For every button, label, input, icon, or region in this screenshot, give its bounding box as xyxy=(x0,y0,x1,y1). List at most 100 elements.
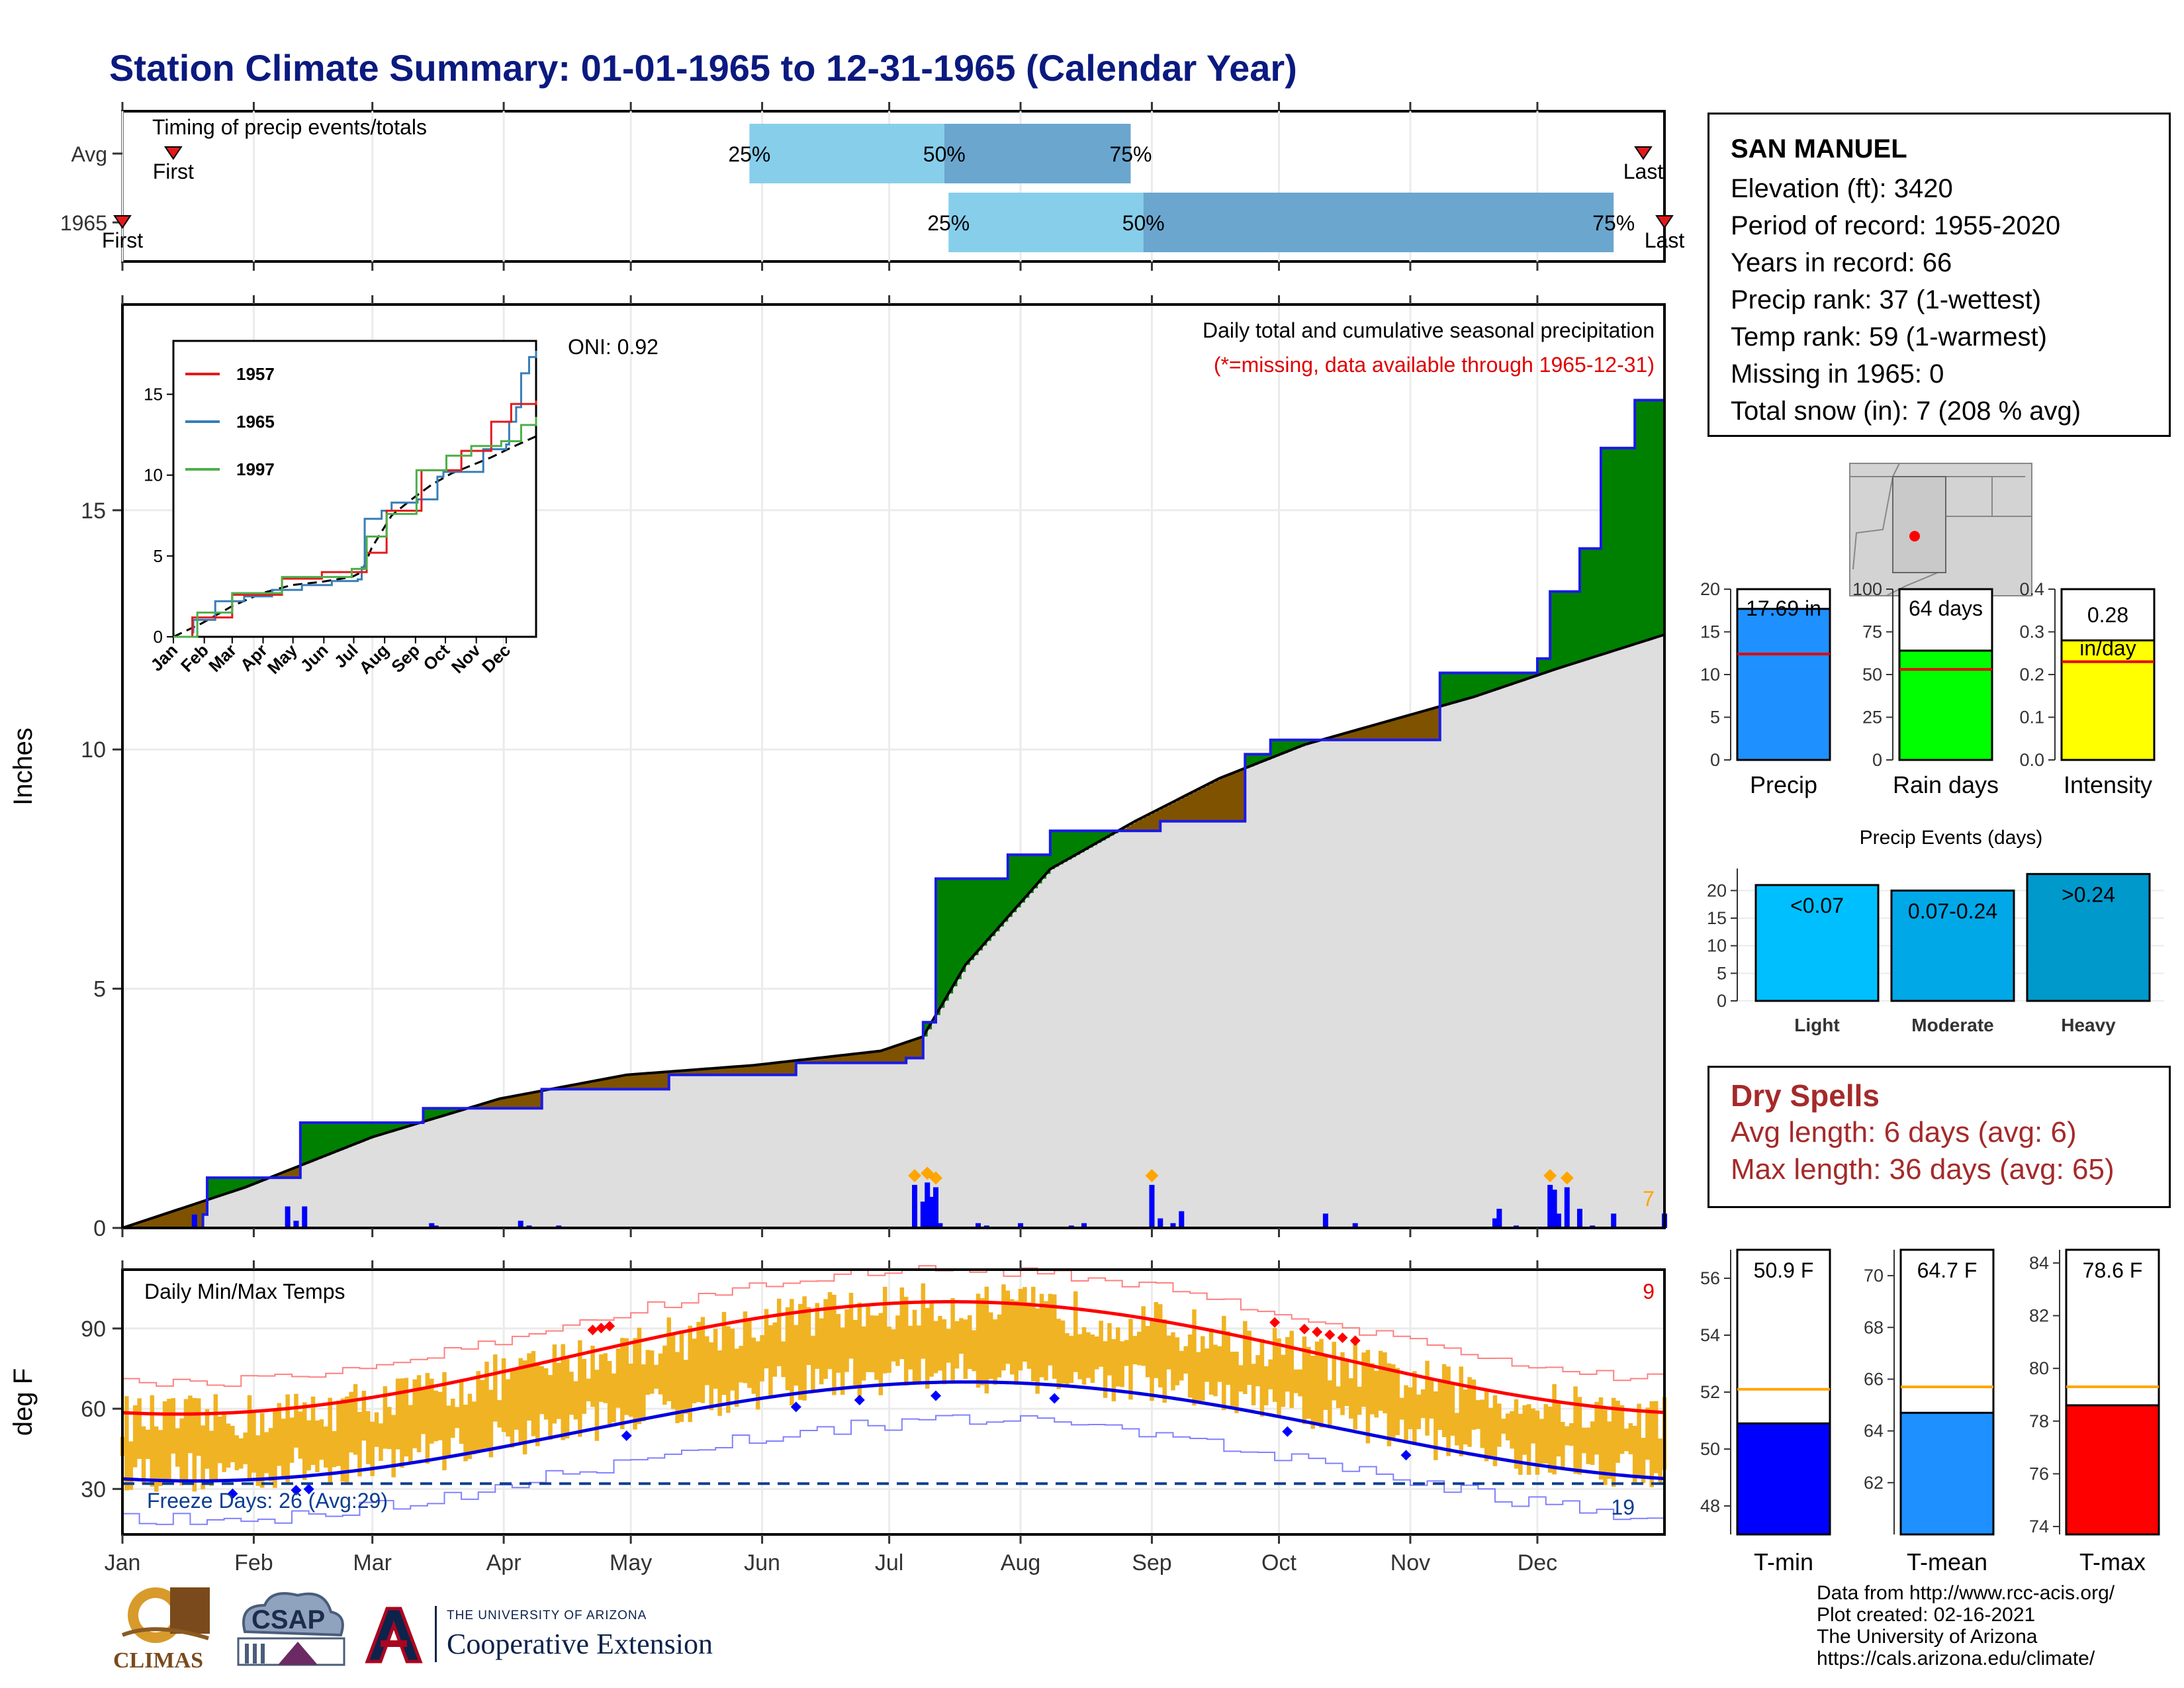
timing-marker-label: Last xyxy=(1645,228,1685,252)
heavy-precip-marker xyxy=(1560,1171,1574,1185)
record-low-marker xyxy=(1049,1393,1060,1404)
temp-bar-tick-label: 54 xyxy=(1700,1325,1720,1345)
record-high-marker xyxy=(1269,1317,1281,1328)
credit-line: The University of Arizona xyxy=(1817,1626,2038,1648)
quantile-label: 25% xyxy=(927,211,970,235)
inset-y-tick-label: 5 xyxy=(154,546,163,566)
daily-precip-bar xyxy=(191,1214,197,1228)
temp-bar-tick-label: 80 xyxy=(2029,1358,2049,1378)
ua-line1: THE UNIVERSITY OF ARIZONA xyxy=(447,1609,647,1622)
temp-bar-tick-label: 82 xyxy=(2029,1306,2049,1326)
daily-precip-bar xyxy=(920,1201,926,1228)
quantile-label: 75% xyxy=(1109,142,1152,166)
temp-bar-tick-label: 74 xyxy=(2029,1517,2049,1536)
climas-logo-graphic xyxy=(121,1587,210,1643)
daily-precip-bar xyxy=(1158,1218,1163,1228)
dry-spells-box: Dry Spells Avg length: 6 days (avg: 6) M… xyxy=(1707,1066,2171,1208)
inset-y-tick-label: 15 xyxy=(144,385,163,404)
timing-marker xyxy=(1634,146,1653,160)
record-low-marker xyxy=(790,1401,801,1413)
record-high-marker xyxy=(604,1321,615,1332)
station-line: Years in record: 66 xyxy=(1731,248,1952,277)
mini-bar-value-label: 64 days xyxy=(1909,596,1983,620)
daily-precip-bar xyxy=(929,1197,934,1228)
credit-line: Data from http://www.rcc-acis.org/ xyxy=(1817,1582,2115,1604)
mini-bar-tick-label: 100 xyxy=(1852,579,1882,599)
timing-row-label: 1965 xyxy=(60,211,107,235)
csap-logo-graphic xyxy=(237,1592,345,1666)
timing-label: Timing of precip events/totals xyxy=(152,115,427,139)
temp-y-tick-label: 30 xyxy=(81,1477,106,1502)
record-low-marker xyxy=(1282,1426,1293,1437)
record-low-marker xyxy=(854,1394,865,1405)
record-low-marker xyxy=(227,1488,238,1499)
temp-y-axis-label: deg F xyxy=(9,1368,38,1436)
timing-marker xyxy=(113,215,132,229)
record-min-line xyxy=(122,1414,1665,1525)
daily-precip-bar xyxy=(937,1223,943,1228)
normal-max-line xyxy=(122,1299,1665,1416)
freeze-days-label: Freeze Days: 26 (Avg:29) xyxy=(147,1489,388,1513)
temp-bar-tick-label: 52 xyxy=(1700,1382,1720,1402)
credit-line: Plot created: 02-16-2021 xyxy=(1817,1604,2036,1626)
climas-wordmark: CLIMAS xyxy=(113,1648,204,1673)
mini-bar-tick-label: 0.1 xyxy=(2019,708,2044,727)
mini-bar-tick-label: 0.3 xyxy=(2019,622,2044,642)
y-tick-label: 15 xyxy=(81,498,106,524)
events-tick-label: 20 xyxy=(1707,880,1727,900)
temp-bar-label: T-max xyxy=(2079,1548,2146,1575)
daily-precip-bar xyxy=(1564,1187,1570,1228)
timing-marker-label: Last xyxy=(1623,160,1664,183)
month-label: Sep xyxy=(1132,1550,1172,1575)
record-low-marker xyxy=(621,1430,632,1441)
normal-min-line xyxy=(122,1380,1665,1483)
record-high-marker xyxy=(1324,1329,1336,1340)
record-high-marker xyxy=(1337,1332,1348,1343)
events-bar-value: 0.07-0.24 xyxy=(1908,899,1997,923)
station-location-marker xyxy=(1909,531,1920,541)
daily-precip-bar xyxy=(285,1206,291,1228)
daily-precip-bar xyxy=(1555,1213,1561,1228)
daily-precip-bar xyxy=(1018,1223,1024,1228)
station-line: Temp rank: 59 (1-warmest) xyxy=(1731,322,2047,352)
record-high-marker xyxy=(587,1325,598,1336)
timing-bar-q25-q50 xyxy=(749,124,944,183)
events-bar xyxy=(1890,889,2015,1002)
temp-bar xyxy=(1736,1422,1831,1536)
mini-bar xyxy=(2060,639,2156,761)
daily-precip-bar xyxy=(1352,1223,1358,1228)
arizona-shape xyxy=(1892,476,1946,573)
mini-bar-tick-label: 75 xyxy=(1862,622,1882,642)
temp-bar-tick-label: 78 xyxy=(2029,1411,2049,1431)
record-low-marker xyxy=(303,1483,314,1495)
hot-days-count: 9 xyxy=(1643,1280,1655,1303)
station-name: SAN MANUEL xyxy=(1731,134,1907,164)
ua-logo: THE UNIVERSITY OF ARIZONA Cooperative Ex… xyxy=(361,1602,758,1668)
mini-bar-tick-label: 10 xyxy=(1700,665,1720,684)
record-low-marker xyxy=(1400,1450,1412,1461)
snow-label: 7 xyxy=(1643,1187,1655,1211)
daily-precip-bar xyxy=(1492,1218,1498,1228)
inset-legend-label: 1965 xyxy=(236,412,275,432)
month-label: Oct xyxy=(1261,1550,1297,1575)
month-label: Jul xyxy=(875,1550,903,1575)
ua-line2: Cooperative Extension xyxy=(447,1628,713,1660)
daily-precip-bar xyxy=(933,1187,939,1228)
quantile-label: 75% xyxy=(1592,211,1635,235)
temp-bar-tick-label: 68 xyxy=(1864,1317,1884,1337)
quantile-label: 50% xyxy=(1122,211,1165,235)
mini-bar-tick-label: 25 xyxy=(1862,708,1882,727)
daily-precip-bar xyxy=(518,1221,523,1228)
inset-legend-label: 1997 xyxy=(236,459,275,479)
temp-bar-value-label: 50.9 F xyxy=(1754,1258,1814,1282)
temp-panel-frame xyxy=(121,1268,1666,1536)
inset-panel xyxy=(172,340,537,638)
precip-legend-line1: Daily total and cumulative seasonal prec… xyxy=(1203,318,1655,342)
timing-marker xyxy=(1655,215,1674,229)
record-high-marker xyxy=(1312,1327,1323,1338)
events-tick-label: 15 xyxy=(1707,908,1727,928)
station-info-box: SAN MANUEL Elevation (ft): 3420 Period o… xyxy=(1707,113,2171,437)
dry-spells-avg: Avg length: 6 days (avg: 6) xyxy=(1731,1116,2077,1149)
month-label: Apr xyxy=(486,1550,522,1575)
month-label: Jan xyxy=(105,1550,141,1575)
